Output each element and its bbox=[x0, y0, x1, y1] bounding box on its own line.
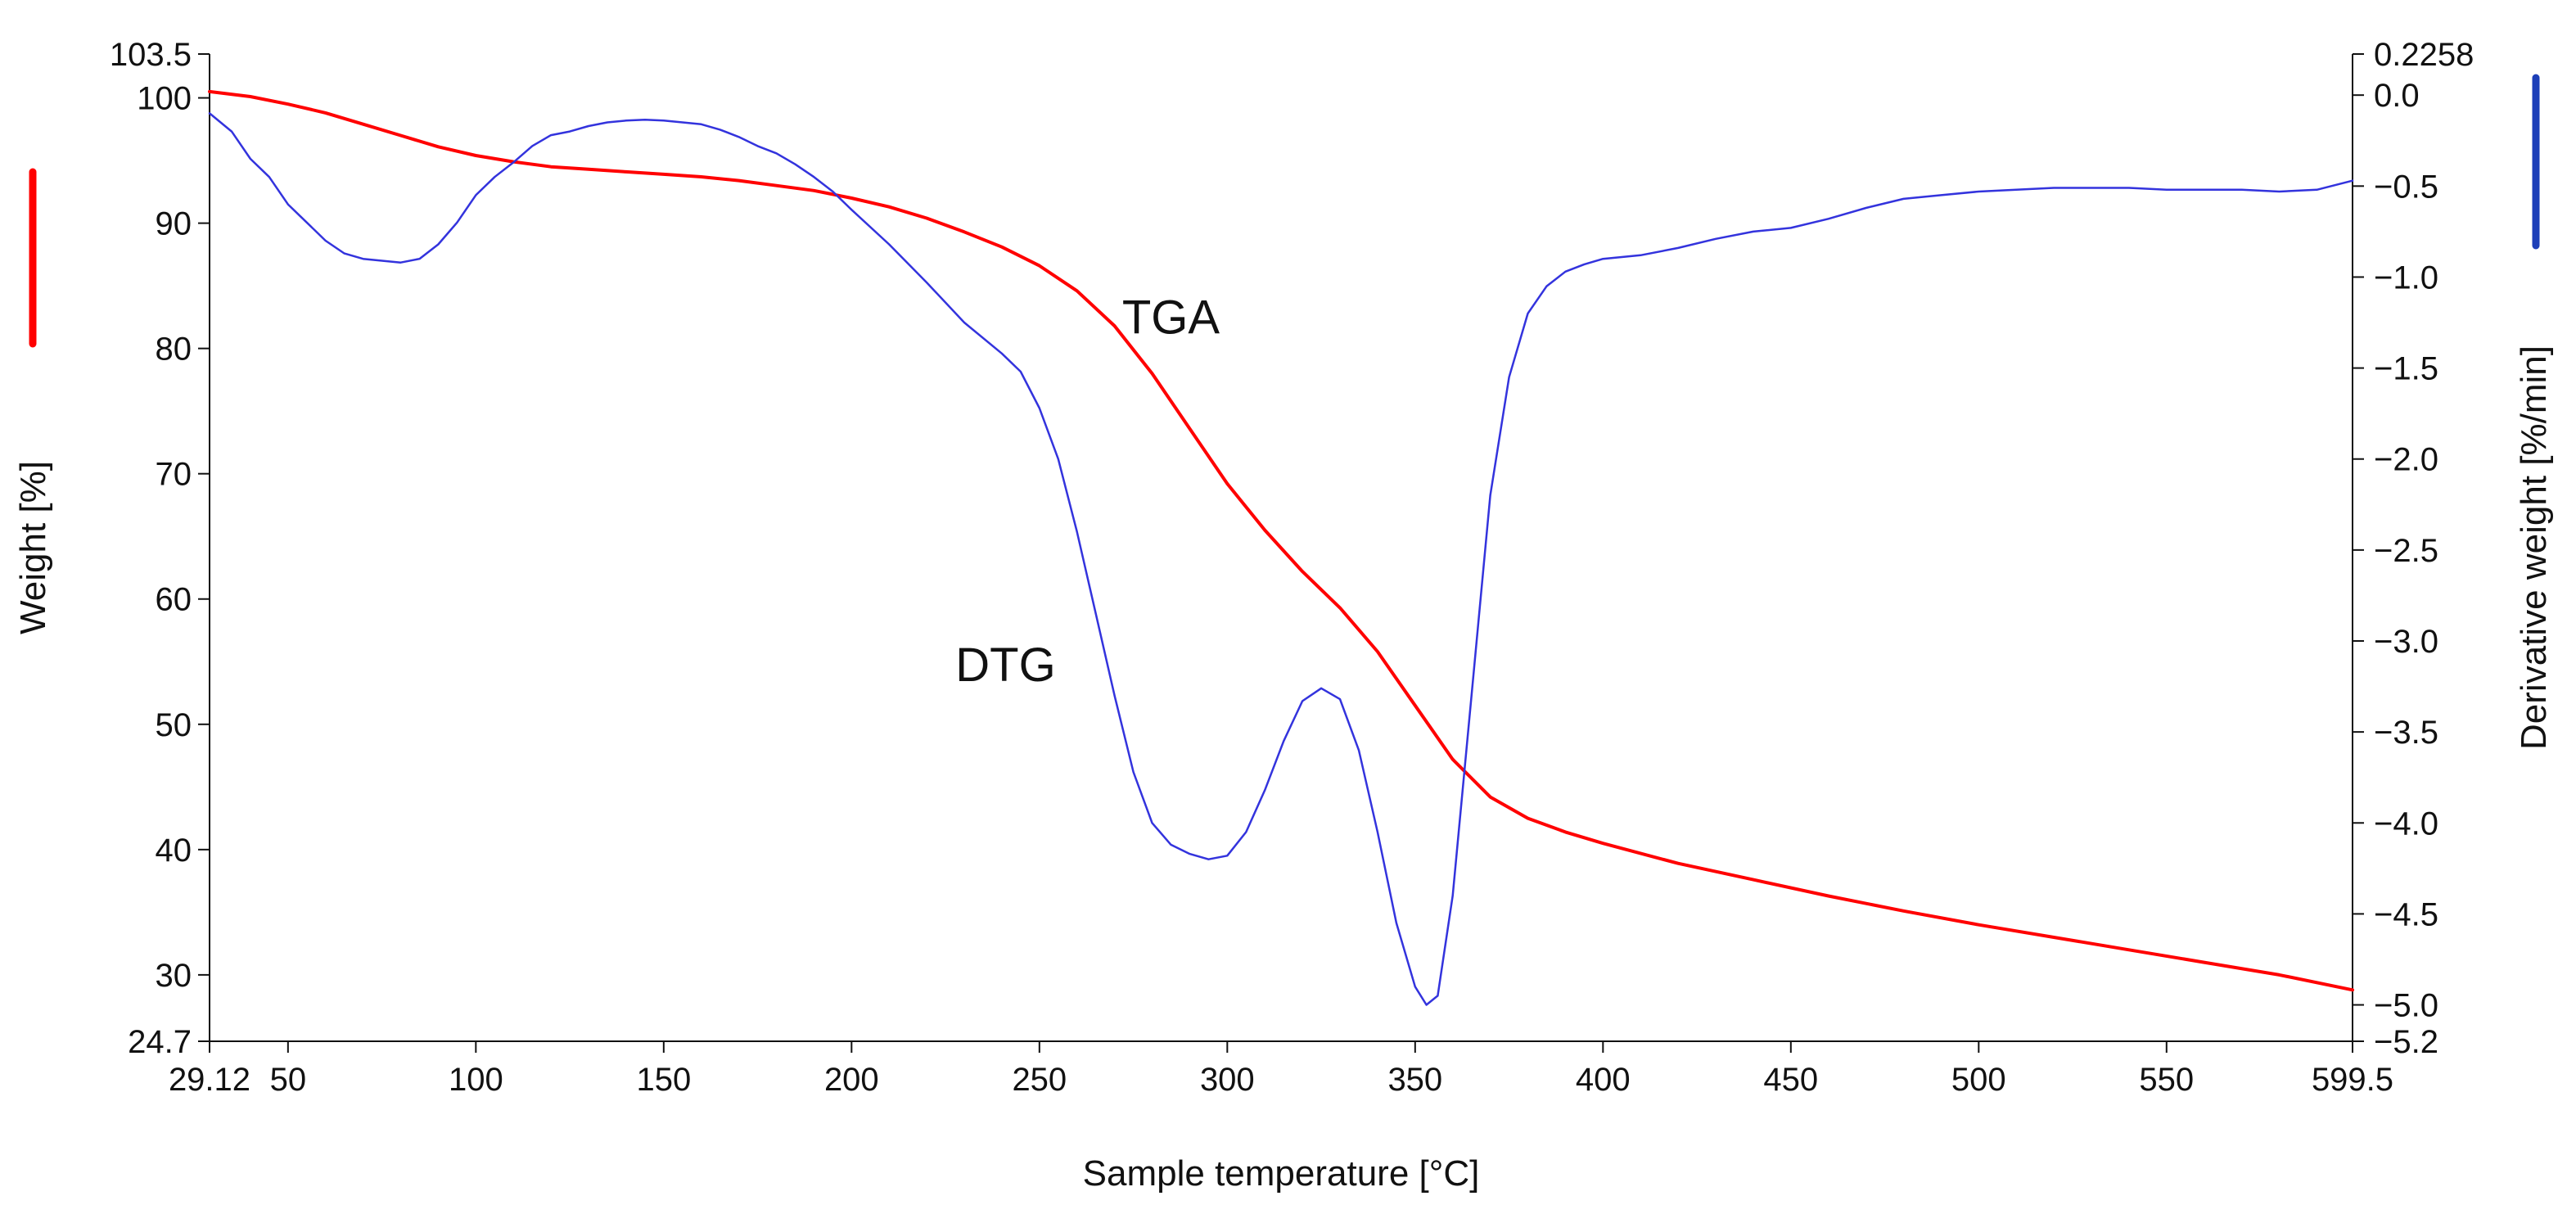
x-tick-label: 500 bbox=[1951, 1062, 2006, 1098]
y-right-tick-label: −2.0 bbox=[2374, 442, 2438, 478]
series-line-dtg bbox=[208, 112, 2354, 1006]
y-left-tick-label: 103.5 bbox=[110, 37, 192, 73]
y-left-tick-label: 100 bbox=[137, 81, 192, 117]
x-tick-label: 29.12 bbox=[169, 1062, 250, 1098]
x-tick-label: 150 bbox=[636, 1062, 691, 1098]
y-right-tick-label: −3.0 bbox=[2374, 624, 2438, 660]
x-tick-label: 599.5 bbox=[2312, 1062, 2393, 1098]
y-left-tick-label: 40 bbox=[156, 833, 192, 869]
annotation-dtg: DTG bbox=[955, 639, 1055, 692]
axes bbox=[198, 53, 2364, 1053]
y-right-tick-label: −1.0 bbox=[2374, 259, 2438, 296]
x-tick-label: 50 bbox=[270, 1062, 307, 1098]
y-left-tick-label: 90 bbox=[156, 206, 192, 242]
y-right-tick-label: 0.0 bbox=[2374, 78, 2420, 114]
x-tick-label: 300 bbox=[1200, 1062, 1255, 1098]
y-left-tick-label: 50 bbox=[156, 707, 192, 743]
y-left-axis-title: Weight [%] bbox=[13, 461, 53, 634]
series bbox=[208, 89, 2354, 1006]
x-tick-label: 400 bbox=[1576, 1062, 1631, 1098]
annotation-tga: TGA bbox=[1122, 291, 1220, 344]
y-right-tick-label: −5.0 bbox=[2374, 988, 2438, 1024]
y-left-tick-label: 70 bbox=[156, 457, 192, 493]
y-right-tick-label: −4.5 bbox=[2374, 896, 2438, 932]
y-right-axis-title: Derivative weight [%/min] bbox=[2514, 345, 2554, 750]
x-tick-label: 100 bbox=[449, 1062, 503, 1098]
x-tick-label: 200 bbox=[824, 1062, 879, 1098]
y-right-tick-label: 0.2258 bbox=[2374, 37, 2474, 73]
y-right-tick-label: −5.2 bbox=[2374, 1024, 2438, 1060]
series-line-tga bbox=[208, 89, 2354, 992]
x-axis-title: Sample temperature [°C] bbox=[1083, 1153, 1480, 1194]
x-tick-label: 450 bbox=[1763, 1062, 1818, 1098]
y-left-tick-label: 60 bbox=[156, 582, 192, 618]
x-tick-label: 250 bbox=[1012, 1062, 1067, 1098]
y-left-tick-label: 80 bbox=[156, 332, 192, 368]
labels: 29.12 50 100 150 200 250 300 350 400 450 500 550 599… bbox=[13, 37, 2554, 1194]
x-tick-label: 550 bbox=[2139, 1062, 2194, 1098]
x-tick-label: 350 bbox=[1387, 1062, 1442, 1098]
y-right-tick-label: −1.5 bbox=[2374, 351, 2438, 387]
y-right-tick-label: −4.0 bbox=[2374, 806, 2438, 842]
y-left-tick-label: 24.7 bbox=[128, 1024, 192, 1060]
y-right-tick-label: −0.5 bbox=[2374, 169, 2438, 205]
y-right-tick-label: −3.5 bbox=[2374, 715, 2438, 751]
y-left-tick-label: 30 bbox=[156, 958, 192, 994]
y-right-tick-label: −2.5 bbox=[2374, 533, 2438, 569]
